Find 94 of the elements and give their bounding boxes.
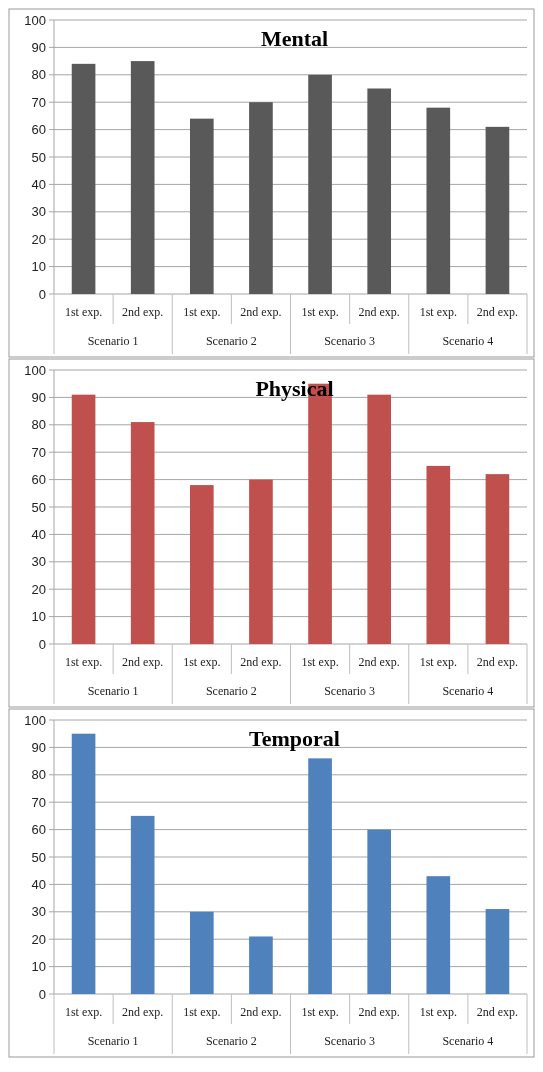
- y-tick-label: 30: [31, 904, 46, 920]
- bar: [367, 829, 392, 994]
- x-tick-label: 1st exp.: [419, 305, 457, 319]
- y-tick-label: 100: [24, 12, 46, 28]
- text: Scenario 3: [324, 684, 376, 698]
- y-tick-label: 50: [31, 849, 46, 865]
- x-tick-label: 1st exp.: [419, 1005, 457, 1019]
- y-tick-label: 0: [38, 636, 46, 652]
- bar: [367, 88, 392, 294]
- bar: [189, 485, 214, 644]
- y-tick-label: 20: [31, 581, 46, 597]
- bar: [71, 63, 96, 294]
- x-tick-label: 2nd exp.: [122, 305, 164, 319]
- bar: [189, 118, 214, 294]
- y-tick-label: 50: [31, 149, 46, 165]
- bar: [249, 936, 273, 994]
- bar: [308, 74, 332, 294]
- x-tick-label: 2nd exp.: [476, 1005, 519, 1019]
- y-tick-label: 100: [24, 362, 46, 378]
- y-tick-label: 40: [31, 876, 46, 892]
- x-tick-label: 2nd exp.: [122, 655, 164, 669]
- text: Scenario 4: [442, 684, 494, 698]
- x-tick-label: 1st exp.: [64, 655, 103, 669]
- y-tick-label: 0: [38, 986, 46, 1002]
- bar: [71, 394, 96, 644]
- x-tick-label: 1st exp.: [64, 305, 103, 319]
- x-tick-label: 2nd exp.: [240, 655, 282, 669]
- y-tick-label: 10: [31, 609, 46, 625]
- text: Scenario 2: [205, 684, 257, 698]
- y-tick-label: 20: [31, 931, 46, 947]
- x-tick-label: 1st exp.: [183, 1005, 221, 1019]
- y-tick-label: 60: [31, 822, 46, 838]
- y-tick-label: 80: [31, 767, 46, 783]
- bar: [249, 479, 273, 644]
- text: Scenario 3: [324, 334, 376, 348]
- chart-title: Mental: [260, 26, 329, 51]
- y-tick-label: 60: [31, 122, 46, 138]
- x-tick-label: 2nd exp.: [358, 655, 400, 669]
- x-tick-label: 1st exp.: [301, 1005, 339, 1019]
- bar: [249, 102, 273, 294]
- y-tick-label: 70: [31, 794, 46, 810]
- y-tick-label: 90: [31, 389, 46, 405]
- x-tick-label: 1st exp.: [301, 305, 339, 319]
- bar: [130, 61, 155, 294]
- y-tick-label: 40: [31, 176, 46, 192]
- bar: [71, 733, 96, 994]
- y-tick-label: 90: [31, 739, 46, 755]
- y-tick-label: 0: [38, 286, 46, 302]
- text: Scenario 2: [205, 334, 257, 348]
- x-tick-label: 2nd exp.: [240, 1005, 282, 1019]
- y-tick-label: 70: [31, 444, 46, 460]
- bar: [426, 465, 451, 644]
- y-tick-label: 10: [31, 259, 46, 275]
- y-tick-label: 10: [31, 959, 46, 975]
- y-tick-label: 50: [31, 499, 46, 515]
- y-tick-label: 70: [31, 94, 46, 110]
- bar: [426, 107, 451, 294]
- y-tick-label: 30: [31, 554, 46, 570]
- text: Scenario 1: [87, 1034, 139, 1048]
- text: Scenario 4: [442, 334, 494, 348]
- bar: [130, 815, 155, 994]
- x-tick-label: 1st exp.: [183, 655, 221, 669]
- bar: [485, 909, 510, 994]
- x-tick-label: 1st exp.: [64, 1005, 103, 1019]
- x-tick-label: 2nd exp.: [240, 305, 282, 319]
- text: Scenario 1: [87, 334, 139, 348]
- bar: [485, 126, 510, 294]
- y-tick-label: 80: [31, 67, 46, 83]
- x-tick-label: 2nd exp.: [358, 305, 400, 319]
- bar: [130, 422, 155, 644]
- bar: [485, 474, 510, 644]
- y-tick-label: 30: [31, 204, 46, 220]
- y-tick-label: 80: [31, 417, 46, 433]
- x-tick-label: 2nd exp.: [358, 1005, 400, 1019]
- bar: [426, 876, 451, 994]
- text: Scenario 1: [87, 684, 139, 698]
- x-tick-label: 1st exp.: [419, 655, 457, 669]
- text: Scenario 4: [442, 1034, 494, 1048]
- x-tick-label: 2nd exp.: [476, 655, 519, 669]
- bar: [308, 758, 332, 994]
- y-tick-label: 100: [24, 712, 46, 728]
- x-tick-label: 1st exp.: [301, 655, 339, 669]
- text: Scenario 3: [324, 1034, 376, 1048]
- bar: [367, 394, 392, 644]
- y-tick-label: 60: [31, 472, 46, 488]
- chart-title: Temporal: [249, 726, 340, 751]
- x-tick-label: 2nd exp.: [476, 305, 519, 319]
- x-tick-label: 2nd exp.: [122, 1005, 164, 1019]
- x-tick-label: 1st exp.: [183, 305, 221, 319]
- text: Scenario 2: [205, 1034, 257, 1048]
- bar: [189, 911, 214, 994]
- y-tick-label: 90: [31, 39, 46, 55]
- y-tick-label: 20: [31, 231, 46, 247]
- y-tick-label: 40: [31, 526, 46, 542]
